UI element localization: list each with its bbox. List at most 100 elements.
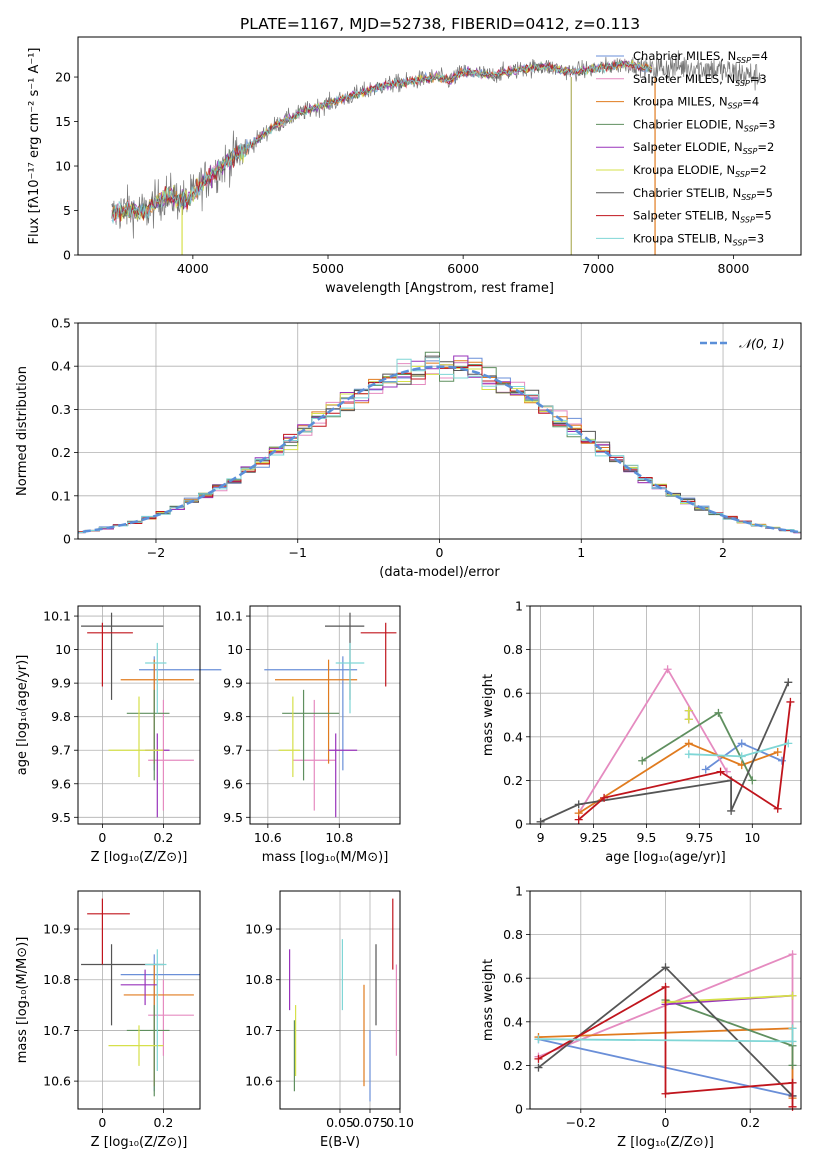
series-marker	[788, 1102, 797, 1111]
legend-label-name: Kroupa ELODIE, N	[633, 163, 735, 177]
legend-label: Chabrier ELODIE, NSSP=3	[633, 117, 775, 133]
y-tick-label: 9.5	[51, 810, 71, 825]
y-tick-label: 10.1	[43, 609, 71, 624]
y-tick-label: 9.9	[51, 676, 71, 691]
series-marker	[716, 767, 725, 776]
x-tick-label: 10.8	[325, 830, 353, 845]
series-marker	[786, 697, 795, 706]
data-point-salpeter-elodie	[328, 733, 358, 818]
y-tick-label: 10	[55, 642, 71, 657]
x-tick-label: 0	[98, 830, 106, 845]
x-tick-label: −1	[289, 545, 307, 560]
y-tick-label: 10	[227, 642, 243, 657]
series-line	[665, 994, 793, 1004]
y-tick-label: 0	[515, 1102, 523, 1117]
legend-label-name: Chabrier MILES, N	[633, 49, 736, 63]
legend-label-n: =2	[750, 163, 767, 177]
series-marker	[788, 1024, 797, 1033]
data-point-chabrier-elodie	[282, 689, 340, 781]
legend-label: Kroupa STELIB, NSSP=3	[633, 231, 764, 247]
data-point-chabrier-elodie	[126, 689, 170, 781]
mass-vs-metallicity-panel: 0 0.2 10.6 10.7 10.8 10.9 Z [log₁₀(Z/Z⊙)] mass …	[15, 890, 201, 1150]
data-point-kroupa-stelib	[335, 642, 365, 714]
residuals-panel: −2 −1 0 1 2 0 0.1 0.2 0.3 0.4 0.5 (data-model)/erro…	[15, 316, 802, 580]
legend-label-name: Chabrier ELODIE, N	[633, 117, 744, 131]
legend-label-n: =5	[756, 186, 773, 200]
data-point-kroupa-elodie	[108, 1025, 164, 1066]
y-tick-label: 0.6	[503, 686, 523, 701]
x-tick-label: 9	[537, 830, 545, 845]
y-tick-label: 10	[55, 159, 71, 174]
y-tick-label: 9.7	[51, 743, 71, 758]
y-tick-label: 5	[63, 203, 71, 218]
x-axis-label: mass [log₁₀(M/M⊙)]	[262, 850, 389, 865]
series-marker	[788, 1037, 797, 1046]
data-point-chabrier-stelib	[81, 612, 164, 700]
legend-label-n: =3	[747, 231, 764, 245]
y-tick-label: 0.4	[51, 359, 71, 374]
series-marker	[684, 706, 693, 715]
data-point-chabrier-miles	[264, 656, 358, 771]
x-tick-label: −0.2	[566, 1115, 596, 1130]
mass-weight-vs-metallicity-panel: −0.2 0 0.2 0 0.2 0.4 0.6 0.8 1 Z [log₁₀(Z/Z⊙)] mas…	[481, 884, 802, 1150]
legend-label: Salpeter STELIB, NSSP=5	[633, 209, 772, 225]
y-tick-label: 0	[63, 248, 71, 263]
x-tick-label: 0	[436, 545, 444, 560]
x-tick-label: −2	[147, 545, 165, 560]
series-marker	[661, 963, 670, 972]
y-axis-label: Normed distribution	[15, 366, 30, 496]
y-tick-label: 10.9	[245, 922, 273, 937]
legend-label-name: Salpeter STELIB, N	[633, 209, 740, 223]
series-marker	[684, 715, 693, 724]
series-marker	[701, 765, 710, 774]
x-tick-label: 0.2	[153, 830, 173, 845]
x-tick-label: 9.25	[580, 830, 608, 845]
normal-curve	[78, 365, 801, 534]
series-marker	[534, 1035, 543, 1044]
data-point-salpeter-miles	[148, 699, 194, 811]
series-marker	[714, 708, 723, 717]
x-axis-label: wavelength [Angstrom, rest frame]	[325, 281, 554, 296]
x-tick-label: 5000	[312, 261, 344, 276]
model-spectrum-salpeter-stelib	[111, 60, 653, 222]
data-point-kroupa-stelib	[145, 642, 167, 714]
figure-title: PLATE=1167, MJD=52738, FIBERID=0412, z=0…	[240, 15, 640, 33]
data-point-chabrier-stelib	[325, 612, 365, 700]
series-marker	[777, 756, 786, 765]
x-axis-label: (data-model)/error	[379, 565, 500, 580]
x-tick-label: 0	[662, 1115, 670, 1130]
y-tick-label: 0	[63, 532, 71, 547]
series-marker	[788, 1061, 797, 1070]
y-axis-label: mass weight	[481, 959, 496, 1041]
series-marker	[638, 756, 647, 765]
y-tick-label: 0.4	[503, 729, 523, 744]
legend-label: Salpeter MILES, NSSP=3	[633, 72, 767, 88]
y-tick-label: 0	[515, 817, 523, 832]
x-tick-label: 10	[744, 830, 760, 845]
y-axis-label: Flux [fλ10⁻¹⁷ erg cm⁻² s⁻¹ A⁻¹]	[27, 48, 42, 245]
y-axis-label: age [log₁₀(age/yr)]	[15, 655, 30, 776]
series-marker	[661, 1089, 670, 1098]
x-axis-label: Z [log₁₀(Z/Z⊙)]	[617, 1135, 714, 1150]
residual-histogram-kroupa-stelib	[78, 357, 801, 533]
series-marker	[574, 800, 583, 809]
series-line	[540, 681, 790, 823]
series-marker	[536, 817, 545, 826]
y-tick-label: 1	[515, 884, 523, 899]
x-tick-label: 0.075	[352, 1115, 388, 1130]
series-marker	[737, 752, 746, 761]
spectrum-lines	[111, 50, 761, 255]
legend-label-n: =3	[750, 72, 767, 86]
legend-label-n: =3	[759, 117, 776, 131]
y-tick-label: 0.5	[51, 316, 71, 331]
series-marker	[788, 1078, 797, 1087]
legend-label-sub: SSP	[743, 147, 758, 156]
legend-label-name: Kroupa STELIB, N	[633, 231, 733, 245]
legend-label-sub: SSP	[740, 216, 755, 225]
series-salpeter-stelib	[574, 697, 795, 824]
y-tick-label: 0.8	[503, 927, 523, 942]
y-tick-label: 10.1	[215, 609, 243, 624]
x-tick-label: 0.2	[153, 1115, 173, 1130]
y-tick-label: 9.8	[51, 709, 71, 724]
y-tick-label: 10.8	[43, 972, 71, 987]
